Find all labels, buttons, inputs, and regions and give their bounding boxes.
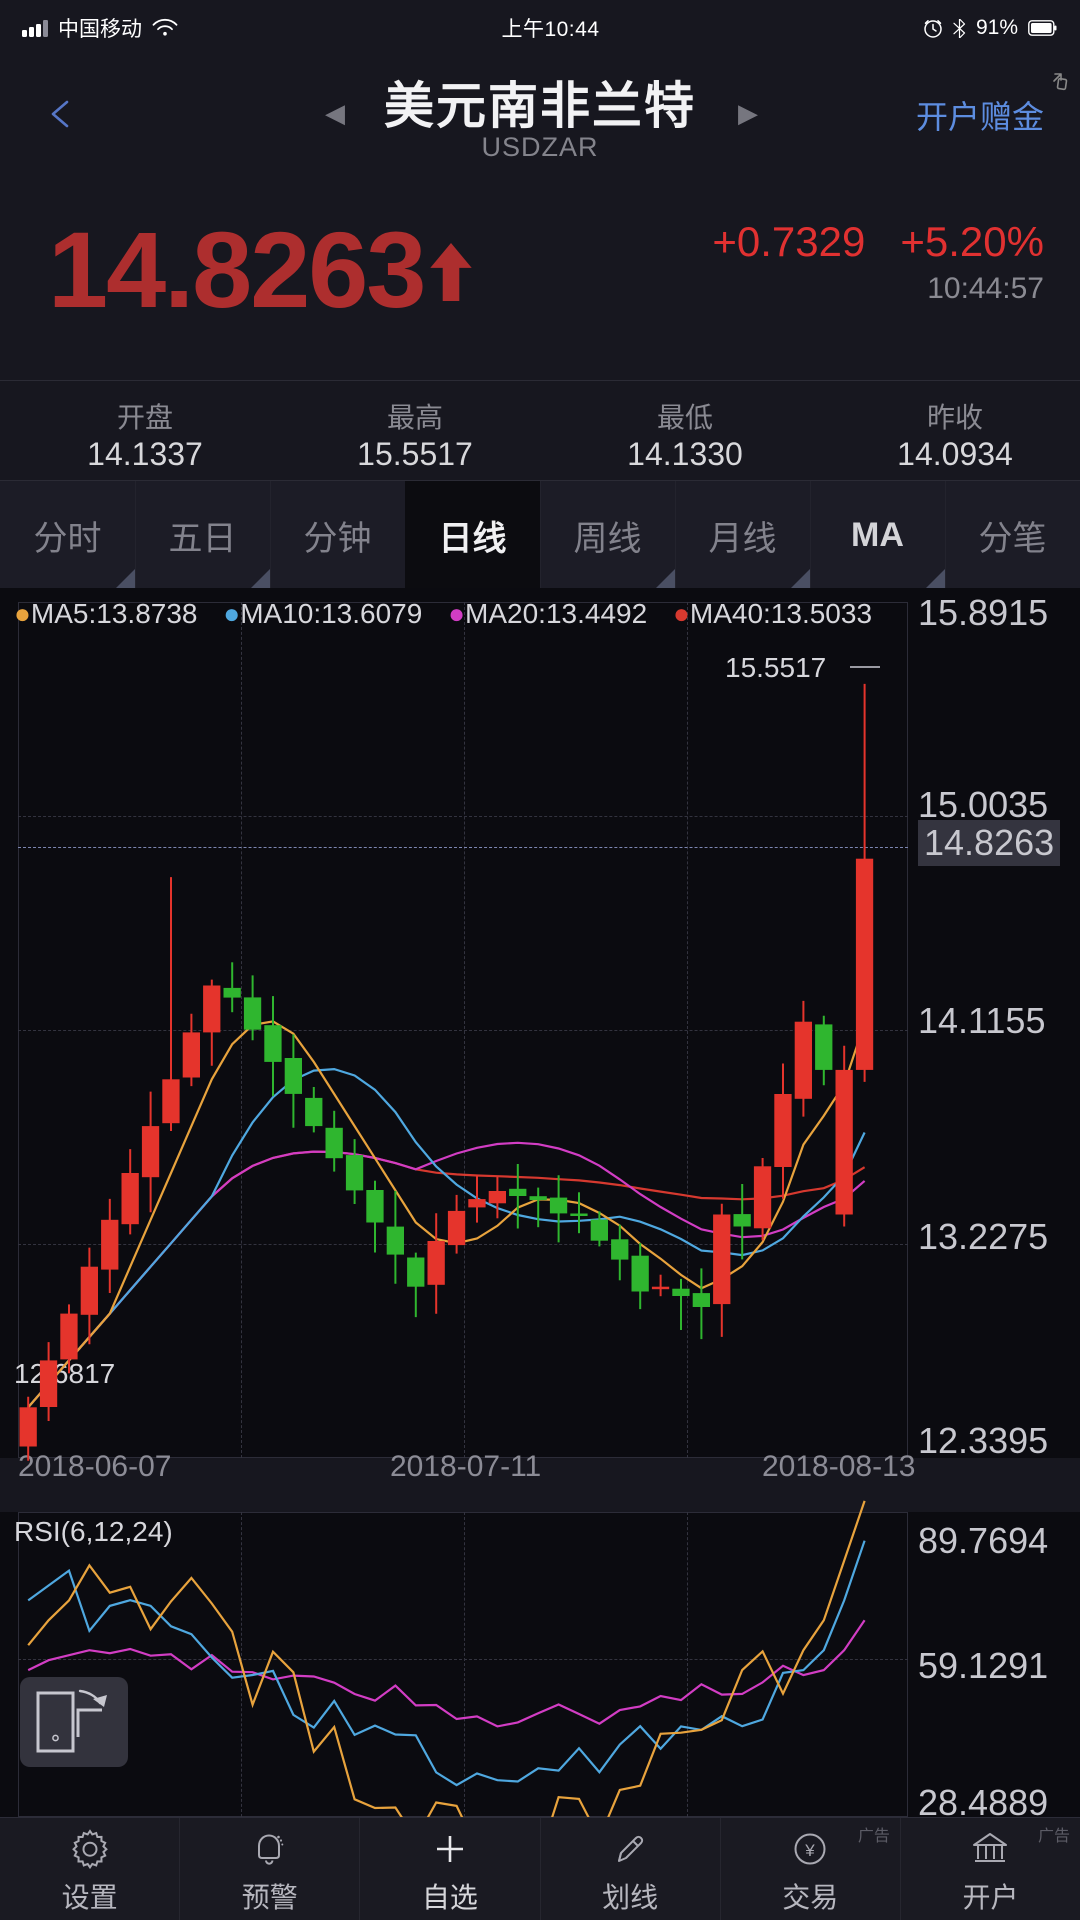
svg-text:¥: ¥ — [805, 1841, 816, 1860]
